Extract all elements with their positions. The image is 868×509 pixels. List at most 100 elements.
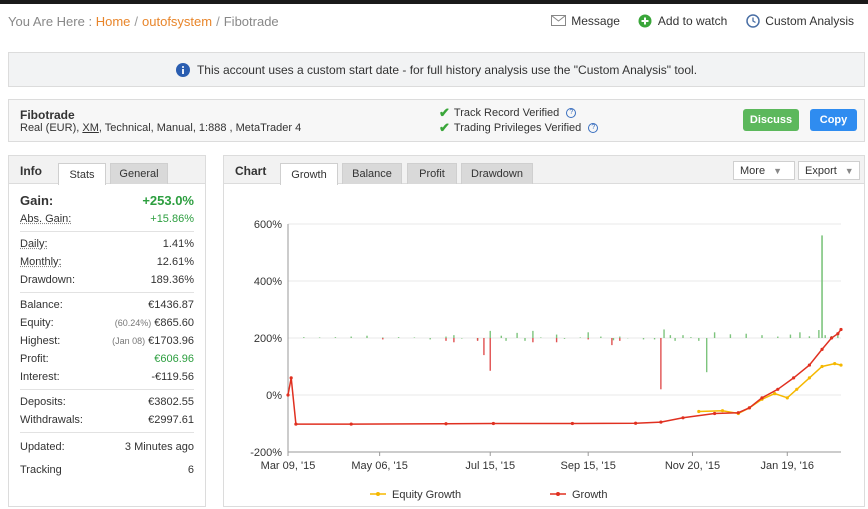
message-label: Message [571, 13, 620, 28]
x-tick-label: Nov 20, '15 [665, 460, 720, 472]
interest-row: Interest: -€119.56 [20, 371, 194, 383]
series-point [294, 422, 298, 426]
highest-row: Highest: (Jan 08) €1703.96 [20, 335, 194, 347]
legend-label: Equity Growth [392, 489, 461, 501]
series-point [829, 336, 834, 340]
y-tick-label: 200% [254, 333, 282, 345]
info-icon [176, 62, 191, 77]
gain-row: Gain: +253.0% [20, 192, 194, 208]
info-title: Info [20, 164, 42, 178]
chart-title: Chart [235, 164, 267, 178]
clock-icon [745, 13, 760, 28]
legend-label: Growth [572, 489, 607, 501]
series-point [570, 421, 574, 426]
series-point [820, 364, 824, 369]
series-point [286, 393, 290, 397]
abs-gain-row: Abs. Gain: +15.86% [20, 213, 194, 225]
y-tick-label: 400% [254, 276, 282, 288]
series-point [776, 387, 780, 391]
series-point [747, 406, 751, 410]
x-tick-label: Jan 19, '16 [761, 460, 814, 472]
custom-analysis-action[interactable]: Custom Analysis [745, 13, 854, 28]
y-tick-label: 600% [254, 219, 282, 231]
add-to-watch-action[interactable]: Add to watch [638, 13, 727, 28]
question-icon[interactable]: ? [566, 107, 577, 118]
y-tick-label: 0% [266, 390, 282, 402]
balance-row: Balance: €1436.87 [20, 299, 194, 311]
question-icon[interactable]: ? [588, 122, 599, 133]
withdrawals-row: Withdrawals: €2997.61 [20, 414, 194, 426]
tab-growth[interactable]: Growth [280, 163, 338, 185]
equity-growth-line [698, 362, 842, 415]
info-panel-header: Info Stats General [9, 156, 205, 185]
series-point [785, 396, 789, 400]
equity-row: Equity: (60.24%) €865.60 [20, 317, 194, 329]
message-action[interactable]: Message [551, 13, 620, 28]
account-name: Fibotrade [20, 108, 75, 122]
tracking-row: Tracking 6 [20, 464, 194, 476]
drawdown-row: Drawdown: 189.36% [20, 274, 194, 286]
breadcrumb-current: Fibotrade [223, 14, 279, 29]
account-header: Fibotrade Real (EUR), XM, Technical, Man… [8, 99, 865, 142]
x-tick-label: May 06, '15 [351, 460, 408, 472]
series-point [839, 363, 843, 367]
breadcrumb-section-link[interactable]: outofsystem [142, 14, 213, 29]
growth-chart: 600% 400% 200% 0% -200%Mar 09, '15 May 06, '1… [250, 219, 843, 501]
chevron-down-icon: ▼ [844, 165, 854, 176]
series-point [634, 421, 638, 425]
plus-circle-icon [638, 13, 653, 28]
custom-date-notice: This account uses a custom start date - … [8, 52, 865, 87]
series-point [713, 411, 717, 416]
stats-list: Gain: +253.0% Abs. Gain: +15.86% Daily: 1.4… [9, 190, 205, 482]
verification-list: ✔ Track Record Verified? ✔ Trading Privile… [439, 105, 599, 135]
daily-row: Daily: 1.41% [20, 238, 194, 250]
series-point [760, 396, 764, 400]
series-point [289, 376, 293, 380]
account-details: Real (EUR), XM, Technical, Manual, 1:888… [20, 122, 301, 134]
export-dropdown[interactable]: Export ▼ [798, 161, 860, 180]
series-point [839, 327, 843, 332]
series-point [681, 416, 685, 420]
track-record-verified: Track Record Verified [453, 106, 560, 119]
series-point [697, 409, 701, 414]
series-point [720, 409, 725, 413]
series-point [836, 332, 840, 336]
discuss-button[interactable]: Discuss [743, 109, 799, 131]
account-detail-prefix: Real (EUR), [20, 122, 80, 134]
broker-link[interactable]: XM [82, 122, 99, 134]
profit-row: Profit: €606.96 [20, 353, 194, 365]
trading-privileges-verified: Trading Privileges Verified [453, 121, 582, 134]
page-actions: Message Add to watch Custom Analysis [551, 13, 854, 28]
envelope-icon [551, 13, 567, 28]
series-point [444, 422, 448, 426]
deposits-row: Deposits: €3802.55 [20, 396, 194, 408]
series-point [820, 347, 824, 351]
tab-stats[interactable]: Stats [58, 163, 106, 185]
growth-line [287, 328, 842, 425]
chart-panel-header: Chart Growth Balance Profit Drawdown Mor… [224, 156, 864, 185]
series-point [807, 376, 812, 380]
series-point [659, 420, 663, 424]
more-dropdown[interactable]: More ▼ [733, 161, 795, 180]
chevron-down-icon: ▼ [773, 165, 782, 176]
x-tick-label: Jul 15, '15 [465, 460, 515, 472]
tab-drawdown[interactable]: Drawdown [461, 163, 533, 184]
copy-button[interactable]: Copy [810, 109, 857, 131]
breadcrumb-prefix: You Are Here : [8, 14, 93, 29]
chart-panel: Chart Growth Balance Profit Drawdown Mor… [223, 155, 865, 507]
notice-text: This account uses a custom start date - … [196, 62, 698, 77]
series-point [736, 411, 740, 415]
add-to-watch-label: Add to watch [657, 13, 728, 28]
series-point [773, 391, 777, 396]
monthly-row: Monthly: 12.61% [20, 256, 194, 268]
x-tick-label: Mar 09, '15 [261, 460, 316, 472]
tab-general[interactable]: General [110, 163, 168, 184]
tab-profit[interactable]: Profit [407, 163, 457, 184]
series-point [833, 362, 837, 366]
top-bar [0, 0, 868, 4]
updated-row: Updated: 3 Minutes ago [20, 441, 194, 453]
series-point [795, 387, 799, 391]
tab-balance[interactable]: Balance [342, 163, 402, 184]
series-point [349, 422, 353, 426]
breadcrumb-home-link[interactable]: Home [95, 14, 131, 29]
